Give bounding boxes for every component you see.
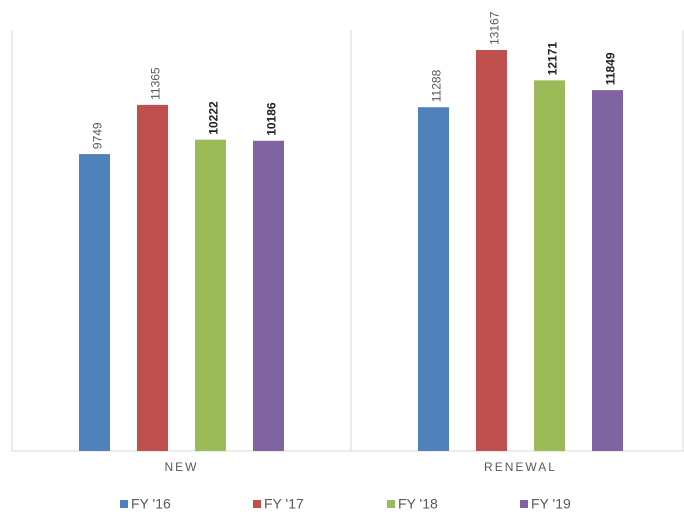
data-label: 9749: [91, 122, 105, 149]
data-label: 10222: [207, 101, 221, 135]
legend-label: FY '17: [264, 496, 304, 512]
legend-label: FY '16: [131, 496, 171, 512]
legend-label: FY '18: [398, 496, 438, 512]
bar: [592, 90, 623, 452]
bar: [253, 140, 284, 451]
bar: [137, 104, 168, 452]
x-tick-label: RENEWAL: [484, 460, 557, 474]
data-label: 11288: [430, 69, 444, 102]
bar: [534, 80, 565, 452]
bar: [79, 154, 110, 451]
bar: [418, 107, 449, 452]
data-label: 12171: [546, 42, 560, 76]
data-label: 13167: [488, 11, 502, 45]
x-tick-label: NEW: [165, 460, 199, 474]
data-label: 11849: [604, 52, 618, 85]
bar: [195, 139, 226, 451]
legend-swatch: [120, 500, 128, 508]
legend-swatch: [520, 500, 528, 508]
legend-swatch: [387, 500, 395, 508]
data-label: 10186: [265, 102, 279, 136]
bar: [476, 50, 507, 451]
legend-swatch: [253, 500, 261, 508]
legend-label: FY '19: [531, 496, 571, 512]
data-label: 11365: [149, 67, 163, 100]
